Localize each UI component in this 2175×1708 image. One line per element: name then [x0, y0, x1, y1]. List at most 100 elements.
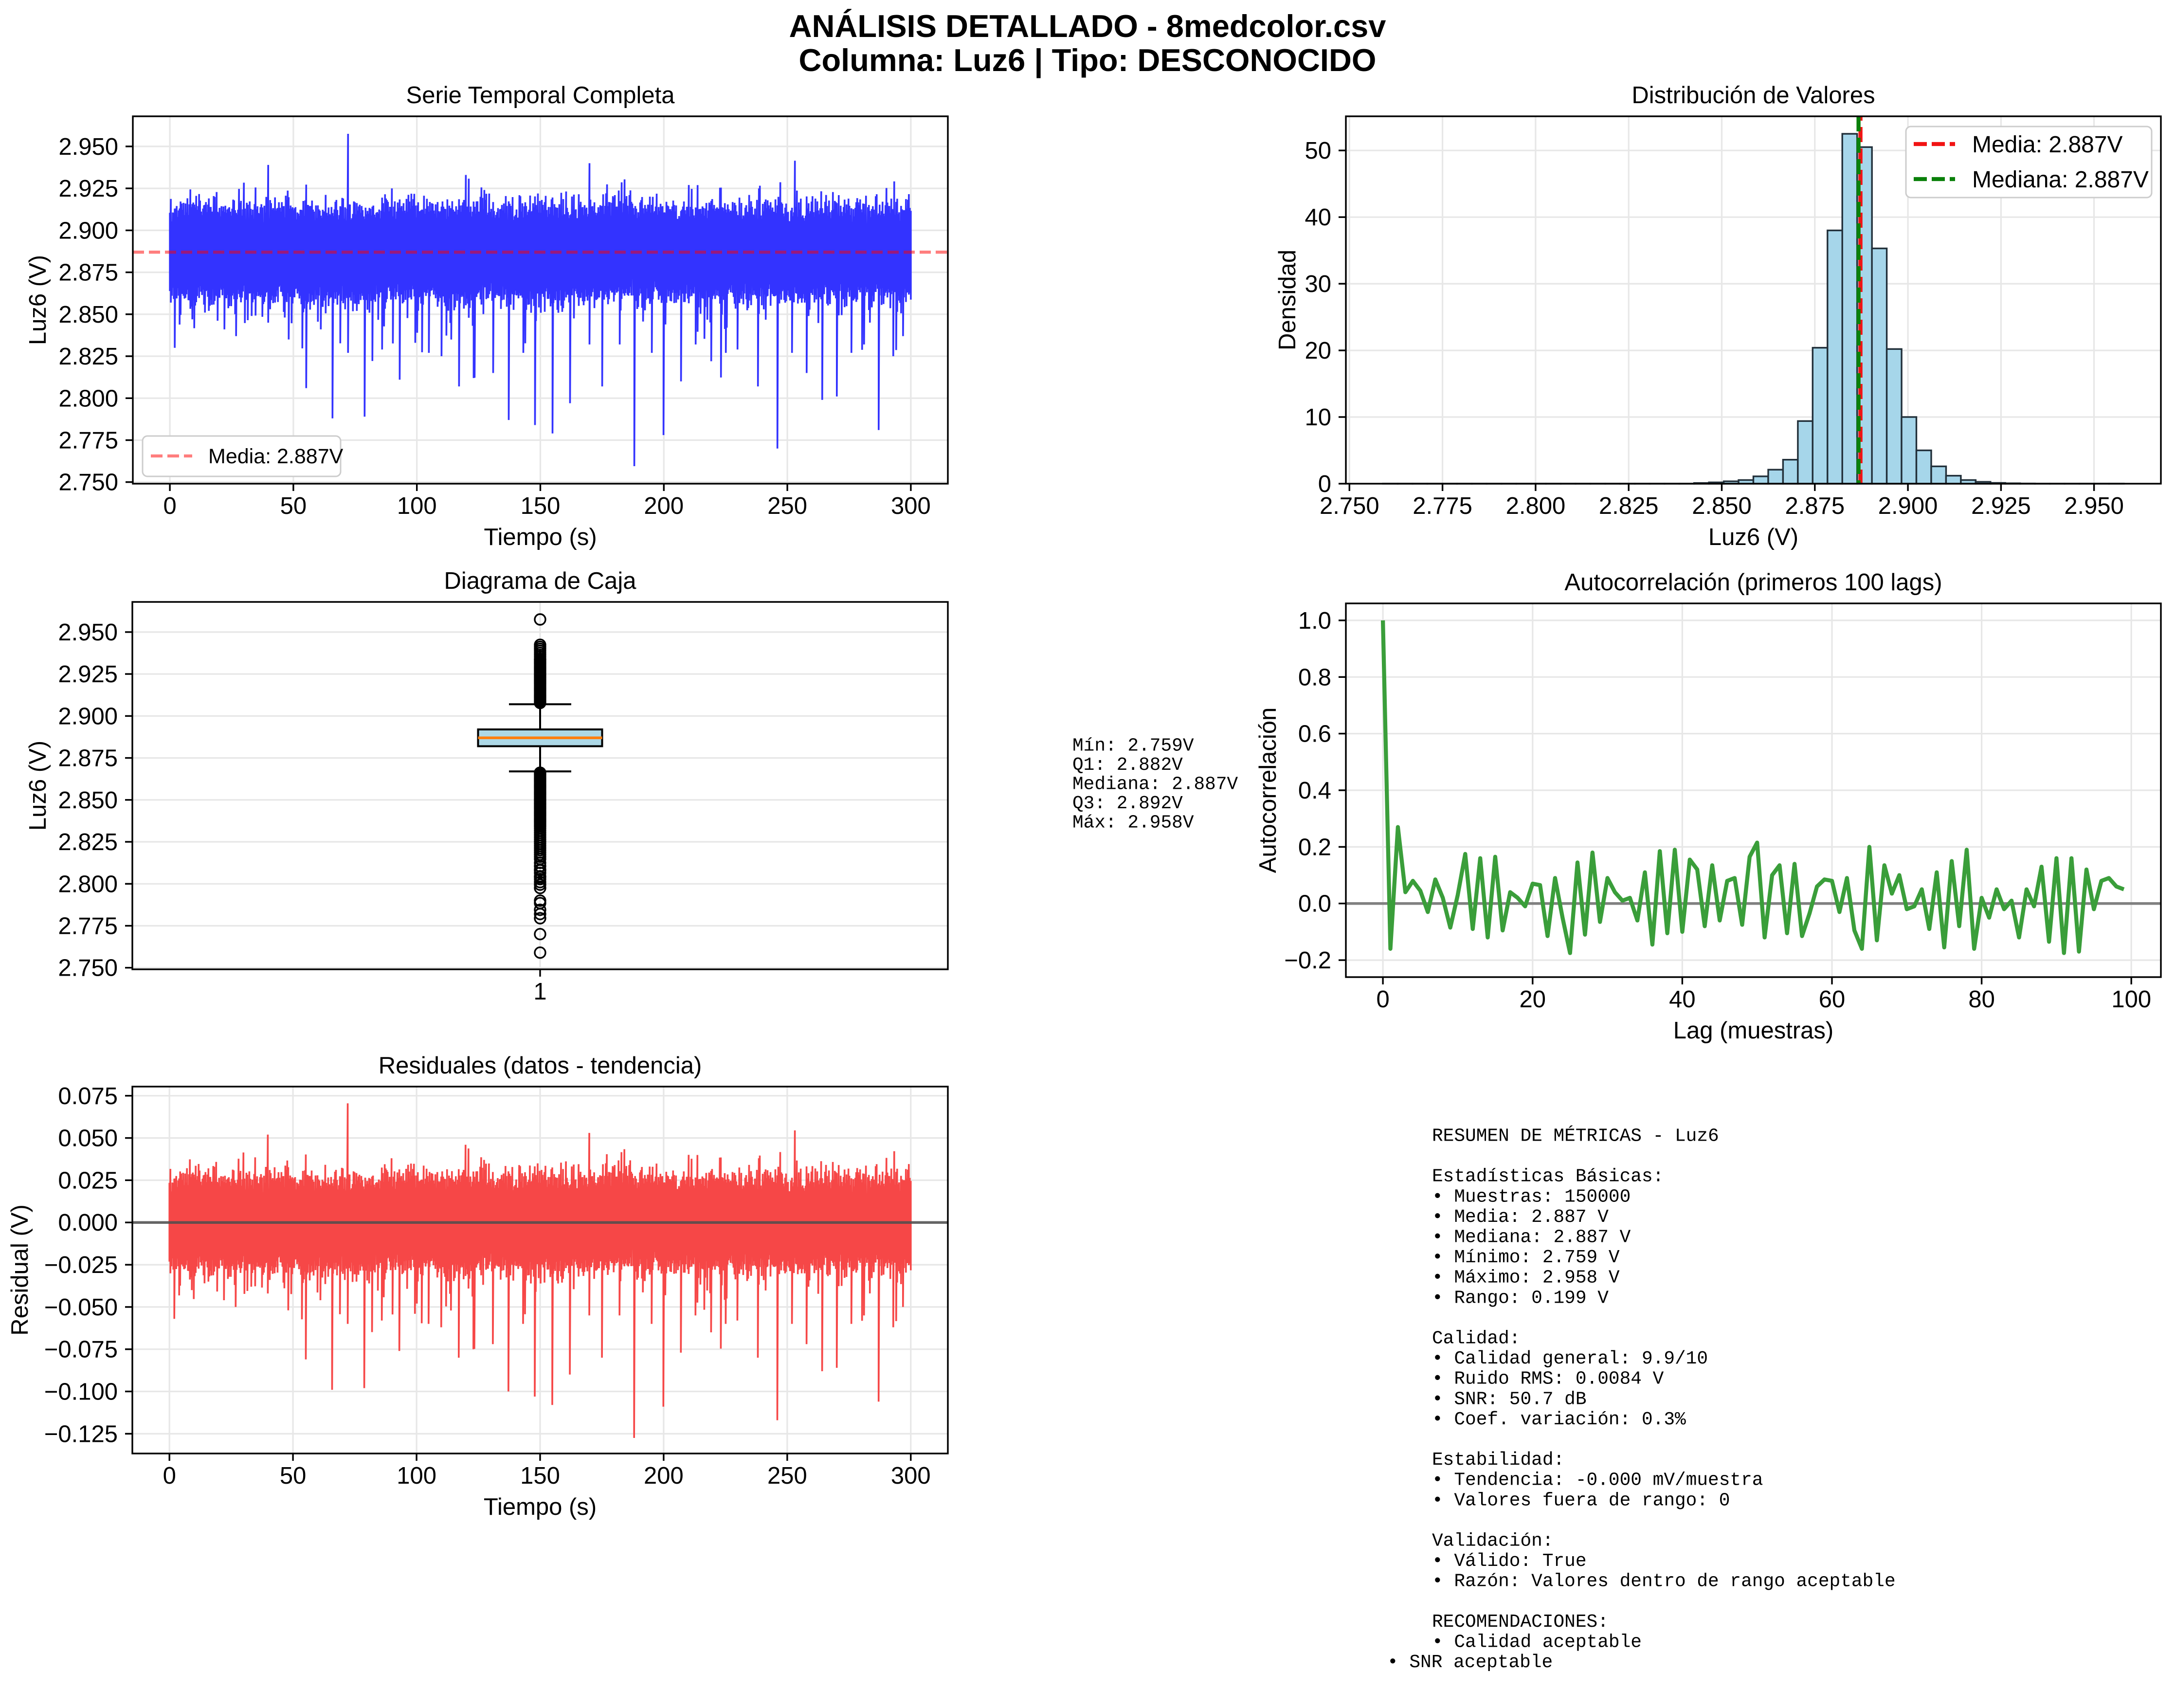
svg-text:2.850: 2.850 — [58, 302, 118, 328]
svg-text:• Máximo: 2.958 V: • Máximo: 2.958 V — [1432, 1268, 1620, 1289]
svg-text:Densidad: Densidad — [1274, 250, 1301, 350]
svg-text:• Tendencia: -0.000 mV/muestra: • Tendencia: -0.000 mV/muestra — [1432, 1471, 1763, 1491]
svg-text:Residual (V): Residual (V) — [7, 1204, 33, 1336]
svg-text:100: 100 — [397, 1463, 436, 1489]
svg-text:150: 150 — [520, 1463, 560, 1489]
svg-text:2.775: 2.775 — [58, 913, 118, 940]
svg-text:• Coef. variación: 0.3%: • Coef. variación: 0.3% — [1432, 1410, 1686, 1430]
svg-text:0.2: 0.2 — [1298, 834, 1331, 860]
svg-text:2.825: 2.825 — [1599, 493, 1659, 519]
svg-text:2.925: 2.925 — [58, 661, 118, 688]
svg-text:2.900: 2.900 — [58, 703, 118, 729]
svg-text:100: 100 — [397, 493, 437, 519]
svg-text:Autocorrelación (primeros 100: Autocorrelación (primeros 100 lags) — [1564, 569, 1942, 596]
svg-text:200: 200 — [644, 493, 684, 519]
svg-text:Luz6 (V): Luz6 (V) — [1708, 524, 1798, 550]
svg-text:Distribución de Valores: Distribución de Valores — [1631, 82, 1875, 109]
svg-text:100: 100 — [2111, 986, 2151, 1013]
svg-text:2.750: 2.750 — [58, 955, 118, 981]
svg-text:ANÁLISIS DETALLADO - 8medcolor: ANÁLISIS DETALLADO - 8medcolor.csv — [789, 8, 1386, 44]
svg-text:300: 300 — [891, 1463, 931, 1489]
svg-text:0.8: 0.8 — [1298, 664, 1331, 690]
svg-text:2.900: 2.900 — [1878, 493, 1938, 519]
svg-text:0.6: 0.6 — [1298, 721, 1331, 747]
svg-text:2.950: 2.950 — [2064, 493, 2124, 519]
svg-text:−0.125: −0.125 — [44, 1421, 118, 1447]
svg-text:50: 50 — [280, 493, 307, 519]
svg-text:• Calidad aceptable: • Calidad aceptable — [1432, 1633, 1642, 1653]
svg-text:2.875: 2.875 — [58, 260, 118, 286]
svg-text:0: 0 — [163, 493, 176, 519]
svg-text:Lag (muestras): Lag (muestras) — [1673, 1018, 1834, 1044]
svg-text:20: 20 — [1305, 338, 1331, 364]
svg-text:• Valores fuera de rango: 0: • Valores fuera de rango: 0 — [1432, 1490, 1730, 1511]
svg-text:−0.050: −0.050 — [44, 1294, 118, 1321]
svg-text:2.825: 2.825 — [58, 344, 118, 370]
svg-text:−0.100: −0.100 — [44, 1379, 118, 1405]
svg-text:0: 0 — [1318, 471, 1331, 497]
svg-text:Mediana: 2.887V: Mediana: 2.887V — [1972, 167, 2149, 193]
svg-text:• Muestras: 150000: • Muestras: 150000 — [1432, 1187, 1631, 1207]
svg-text:Luz6 (V): Luz6 (V) — [25, 255, 51, 345]
svg-text:−0.075: −0.075 — [44, 1337, 118, 1363]
svg-text:2.775: 2.775 — [1413, 493, 1472, 519]
svg-text:2.900: 2.900 — [58, 218, 118, 244]
svg-text:Mediana: 2.887V: Mediana: 2.887V — [1072, 775, 1238, 795]
svg-text:• Ruido RMS: 0.0084 V: • Ruido RMS: 0.0084 V — [1432, 1369, 1664, 1390]
svg-text:2.850: 2.850 — [58, 787, 118, 814]
svg-text:Estabilidad:: Estabilidad: — [1432, 1450, 1564, 1471]
svg-text:• Rango: 0.199 V: • Rango: 0.199 V — [1432, 1288, 1609, 1308]
svg-text:40: 40 — [1669, 986, 1696, 1013]
svg-text:50: 50 — [1305, 138, 1331, 164]
svg-text:150: 150 — [521, 493, 561, 519]
svg-text:0.4: 0.4 — [1298, 778, 1331, 804]
svg-text:• Válido: True: • Válido: True — [1432, 1551, 1587, 1572]
svg-text:Serie Temporal Completa: Serie Temporal Completa — [406, 82, 675, 109]
svg-text:• Mediana: 2.887 V: • Mediana: 2.887 V — [1432, 1228, 1631, 1248]
svg-text:2.800: 2.800 — [58, 871, 118, 897]
svg-text:2.850: 2.850 — [1692, 493, 1752, 519]
svg-text:1.0: 1.0 — [1298, 608, 1331, 634]
svg-text:−0.025: −0.025 — [44, 1252, 118, 1278]
svg-text:Q3: 2.892V: Q3: 2.892V — [1072, 794, 1183, 814]
svg-text:• Media: 2.887 V: • Media: 2.887 V — [1432, 1207, 1609, 1228]
svg-text:10: 10 — [1305, 404, 1331, 431]
svg-text:2.950: 2.950 — [58, 619, 118, 646]
svg-text:−0.2: −0.2 — [1284, 947, 1331, 974]
svg-text:0: 0 — [163, 1463, 176, 1489]
svg-text:0: 0 — [1376, 986, 1389, 1013]
svg-text:• SNR aceptable: • SNR aceptable — [1387, 1653, 1553, 1673]
svg-text:50: 50 — [280, 1463, 307, 1489]
svg-text:250: 250 — [767, 493, 807, 519]
svg-text:2.775: 2.775 — [58, 428, 118, 454]
svg-text:Calidad:: Calidad: — [1432, 1329, 1520, 1349]
svg-text:30: 30 — [1305, 271, 1331, 297]
svg-text:Estadísticas Básicas:: Estadísticas Básicas: — [1432, 1167, 1664, 1187]
svg-text:2.825: 2.825 — [58, 829, 118, 855]
svg-text:2.875: 2.875 — [58, 745, 118, 772]
svg-text:0.075: 0.075 — [58, 1083, 118, 1109]
svg-text:• SNR: 50.7 dB: • SNR: 50.7 dB — [1432, 1389, 1587, 1410]
svg-text:80: 80 — [1968, 986, 1995, 1013]
svg-text:0.000: 0.000 — [58, 1210, 118, 1236]
svg-text:200: 200 — [644, 1463, 684, 1489]
svg-text:Autocorrelación: Autocorrelación — [1255, 708, 1281, 873]
svg-text:2.800: 2.800 — [58, 385, 118, 412]
svg-text:0.050: 0.050 — [58, 1126, 118, 1152]
svg-text:Validación:: Validación: — [1432, 1531, 1554, 1552]
svg-text:0.025: 0.025 — [58, 1167, 118, 1194]
svg-text:• Razón: Valores dentro de ran: • Razón: Valores dentro de rango aceptab… — [1432, 1572, 1896, 1592]
svg-text:20: 20 — [1520, 986, 1546, 1013]
svg-text:• Mínimo: 2.759 V: • Mínimo: 2.759 V — [1432, 1248, 1620, 1268]
svg-text:2.950: 2.950 — [58, 134, 118, 160]
svg-text:300: 300 — [891, 493, 931, 519]
svg-text:Media: 2.887V: Media: 2.887V — [1972, 132, 2123, 158]
svg-text:2.800: 2.800 — [1506, 493, 1566, 519]
svg-text:RECOMENDACIONES:: RECOMENDACIONES: — [1432, 1612, 1609, 1633]
svg-text:60: 60 — [1819, 986, 1846, 1013]
svg-text:Luz6 (V): Luz6 (V) — [25, 741, 51, 831]
svg-text:2.875: 2.875 — [1785, 493, 1845, 519]
svg-text:Tiempo (s): Tiempo (s) — [484, 524, 597, 550]
svg-text:RESUMEN DE MÉTRICAS - Luz6: RESUMEN DE MÉTRICAS - Luz6 — [1432, 1126, 1719, 1147]
svg-text:250: 250 — [767, 1463, 807, 1489]
